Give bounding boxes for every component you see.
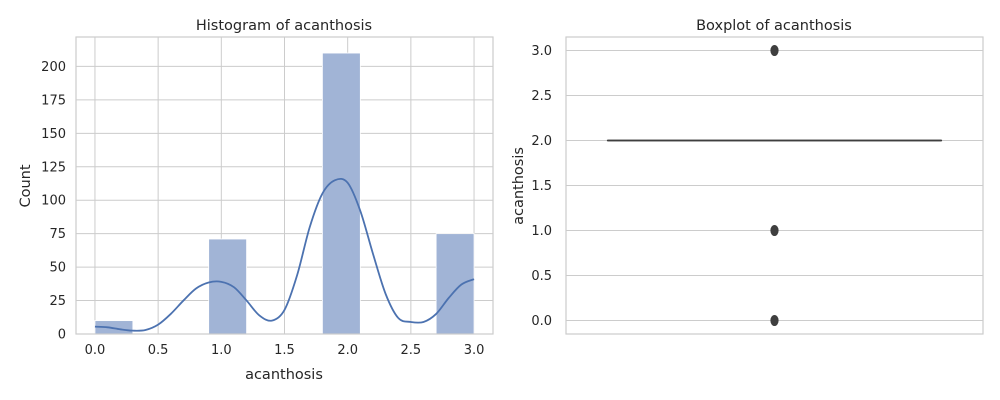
boxplot-chart: Boxplot of acanthosis 0.0 0.5 1.0 1.5 2.0 2.5… <box>511 18 984 335</box>
histogram-x-tick-label: 0.5 <box>148 343 169 358</box>
histogram-bar <box>208 238 247 335</box>
boxplot-y-axis-label: acanthosis <box>511 147 527 225</box>
histogram-title: Histogram of acanthosis <box>196 18 372 34</box>
boxplot-plot-frame <box>565 36 984 335</box>
histogram-x-tick-label: 0.0 <box>85 343 106 358</box>
histogram-bar <box>322 52 361 335</box>
histogram-kde <box>94 177 475 332</box>
histogram-y-tick-labels: 0 25 50 75 100 125 150 175 200 <box>41 60 66 343</box>
histogram-kde-line <box>94 177 475 332</box>
boxplot-y-tick-label: 1.5 <box>531 179 552 194</box>
boxplot-title: Boxplot of acanthosis <box>696 18 852 34</box>
histogram-x-tick-label: 1.5 <box>274 343 295 358</box>
histogram-bar <box>435 233 475 335</box>
boxplot-y-tick-label: 0.0 <box>531 314 552 329</box>
boxplot-y-tick-label: 3.0 <box>531 44 552 59</box>
histogram-x-tick-label: 2.0 <box>337 343 358 358</box>
histogram-x-tick-label: 2.5 <box>401 343 422 358</box>
boxplot-outlier-point <box>770 45 779 56</box>
histogram-chart: Histogram of acanthosis 0.0 0.5 1.0 1.5 2.0 2… <box>18 18 494 383</box>
histogram-x-tick-label: 3.0 <box>464 343 485 358</box>
histogram-bars <box>94 52 475 335</box>
histogram-y-tick-label: 25 <box>49 294 66 309</box>
histogram-x-axis-label: acanthosis <box>245 367 323 383</box>
histogram-y-tick-label: 75 <box>49 227 66 242</box>
histogram-gridlines <box>76 37 493 335</box>
boxplot-y-tick-labels: 0.0 0.5 1.0 1.5 2.0 2.5 3.0 <box>531 44 552 329</box>
histogram-y-tick-label: 50 <box>49 261 66 276</box>
boxplot-y-tick-label: 2.5 <box>531 89 552 104</box>
histogram-x-tick-label: 1.0 <box>211 343 232 358</box>
boxplot-y-tick-label: 1.0 <box>531 224 552 239</box>
histogram-plot-frame <box>75 36 494 335</box>
boxplot-y-tick-label: 0.5 <box>531 269 552 284</box>
histogram-x-tick-labels: 0.0 0.5 1.0 1.5 2.0 2.5 3.0 <box>85 343 485 358</box>
histogram-y-tick-label: 125 <box>41 160 66 175</box>
boxplot-outlier-point <box>770 315 779 326</box>
boxplot-y-tick-label: 2.0 <box>531 134 552 149</box>
histogram-y-tick-label: 200 <box>41 60 66 75</box>
histogram-y-tick-label: 100 <box>41 194 66 209</box>
boxplot-gridlines <box>566 50 983 321</box>
histogram-y-tick-label: 150 <box>41 127 66 142</box>
histogram-y-axis-label: Count <box>18 164 34 207</box>
boxplot-outliers <box>770 45 779 326</box>
histogram-y-tick-label: 175 <box>41 93 66 108</box>
boxplot-outlier-point <box>770 225 779 236</box>
histogram-y-tick-label: 0 <box>58 328 66 343</box>
